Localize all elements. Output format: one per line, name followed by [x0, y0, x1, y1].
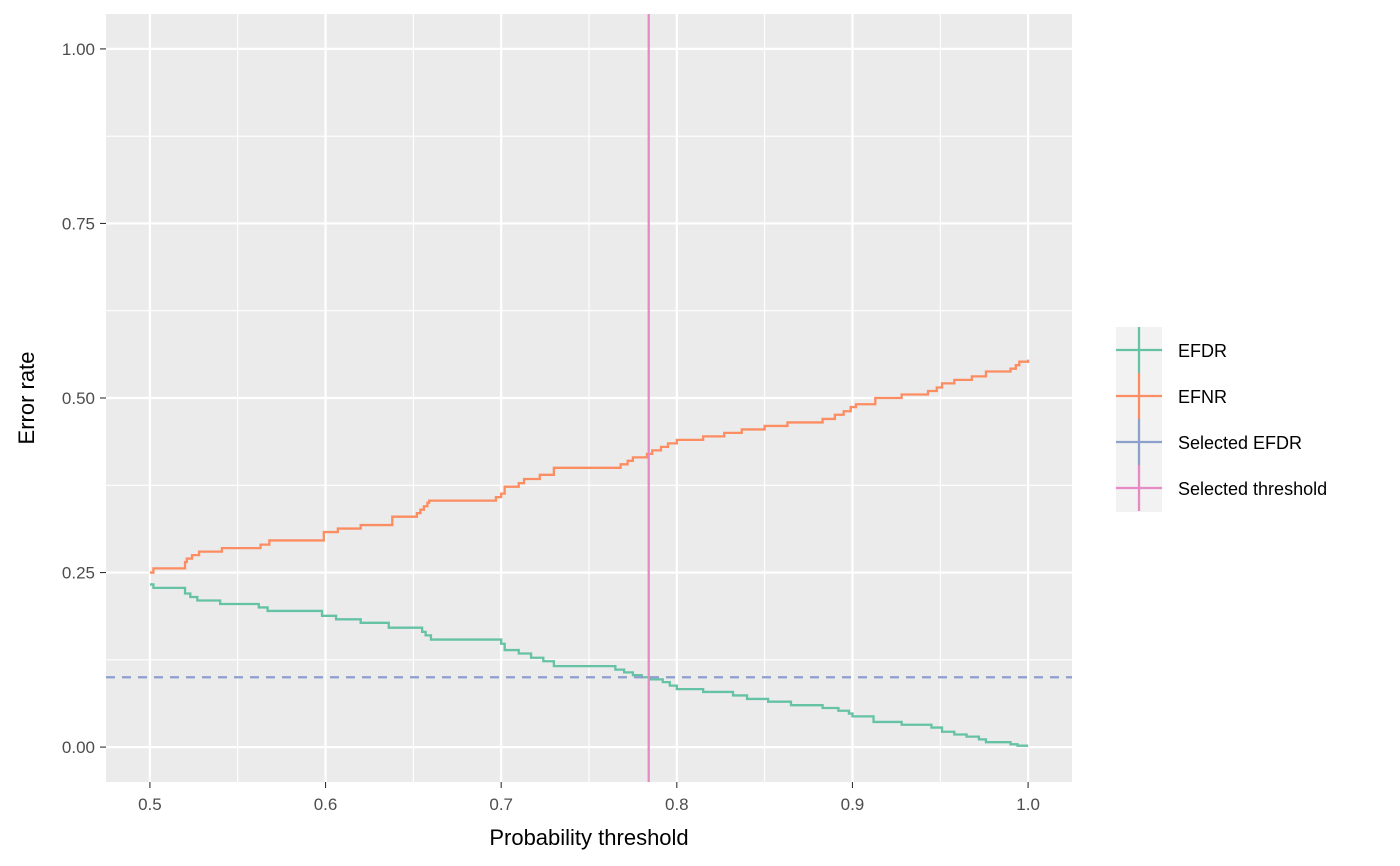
legend-label-efnr: EFNR [1178, 387, 1227, 407]
x-axis-title: Probability threshold [489, 825, 688, 850]
x-tick-label: 0.5 [138, 795, 162, 814]
legend-label-selected-efdr: Selected EFDR [1178, 433, 1302, 453]
y-tick-label: 0.75 [62, 214, 95, 233]
x-tick-label: 0.9 [841, 795, 865, 814]
y-axis: 0.00 0.25 0.50 0.75 1.00 [62, 40, 106, 757]
y-tick-label: 1.00 [62, 40, 95, 59]
x-tick-label: 0.6 [314, 795, 338, 814]
legend-label-selected-threshold: Selected threshold [1178, 479, 1327, 499]
x-tick-label: 0.7 [489, 795, 513, 814]
grid-major [106, 14, 1072, 782]
efnr-line [149, 359, 1030, 574]
x-axis: 0.5 0.6 0.7 0.8 0.9 1.0 [138, 782, 1040, 814]
legend: EFDR EFNR Selected EFDR Selected threshold [1116, 327, 1327, 512]
x-tick-label: 0.8 [665, 795, 689, 814]
x-tick-label: 1.0 [1016, 795, 1040, 814]
y-axis-title: Error rate [14, 352, 39, 445]
series-layer [106, 14, 1072, 782]
y-tick-label: 0.50 [62, 389, 95, 408]
y-tick-label: 0.25 [62, 564, 95, 583]
y-tick-label: 0.00 [62, 738, 95, 757]
legend-label-efdr: EFDR [1178, 341, 1227, 361]
